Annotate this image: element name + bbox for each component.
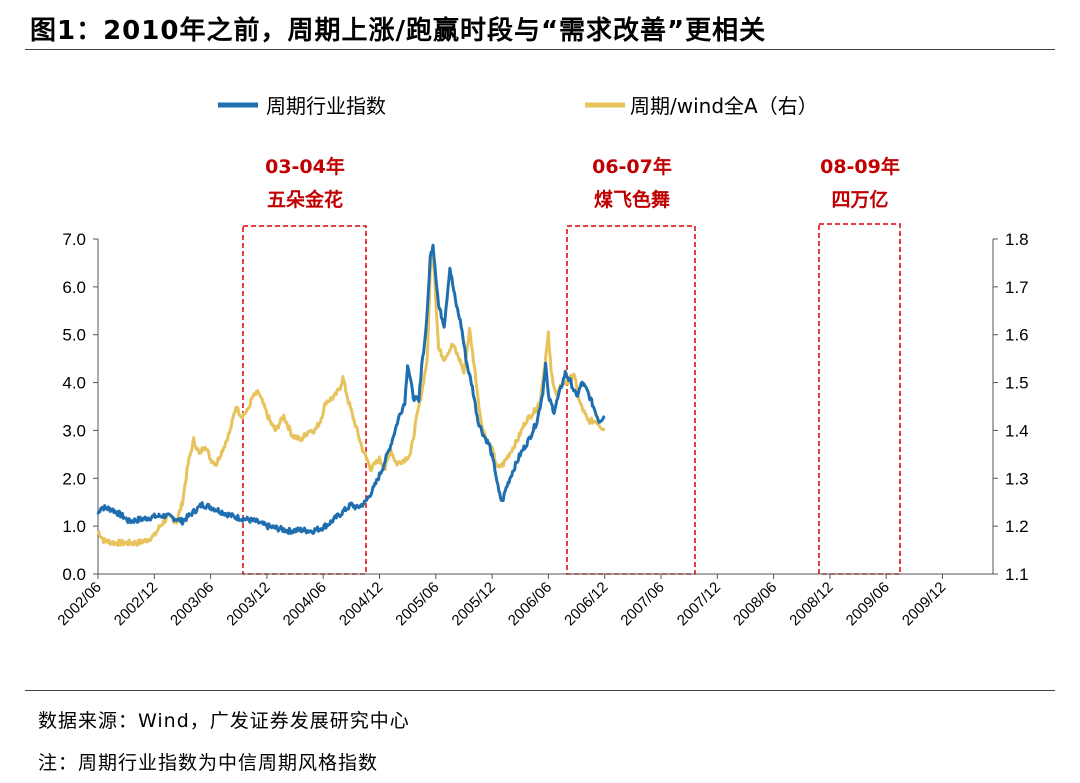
period-range-label-1: 03-04年: [265, 155, 345, 178]
x-tick-label: 2007/12: [674, 579, 724, 629]
left-tick-label: 7.0: [62, 230, 86, 249]
x-tick-label: 2002/06: [54, 579, 104, 629]
x-tick-label: 2005/12: [449, 579, 499, 629]
x-tick-label: 2004/06: [280, 579, 330, 629]
x-tick-label: 2006/12: [561, 579, 611, 629]
footnote: 注：周期行业指数为中信周期风格指数: [38, 752, 379, 774]
right-tick-label: 1.6: [1005, 326, 1029, 345]
left-tick-label: 1.0: [62, 517, 86, 536]
period-event-label-2: 煤飞色舞: [594, 188, 670, 211]
period-event-label-1: 五朵金花: [267, 188, 343, 211]
period-range-label-2: 06-07年: [592, 155, 672, 178]
x-tick-label: 2009/06: [843, 579, 893, 629]
x-tick-label: 2009/12: [899, 579, 949, 629]
right-tick-label: 1.2: [1005, 517, 1029, 536]
top-rule: [25, 49, 1055, 50]
source-note: 数据来源：Wind，广发证券发展研究中心: [38, 710, 410, 732]
left-tick-label: 5.0: [62, 326, 86, 345]
series-line-cyclical-index: [96, 243, 606, 535]
x-tick-label: 2007/06: [617, 579, 667, 629]
axes: 0.0 1.0 2.0 3.0 4.0 5.0 6.0 7.0 1.1 1.2 1.3 1.4 1.5 1…: [54, 230, 1028, 629]
x-tick-label: 2003/12: [223, 579, 273, 629]
left-tick-label: 3.0: [62, 421, 86, 440]
right-tick-label: 1.4: [1005, 421, 1029, 440]
legend-label-series2: 周期/wind全A（右）: [630, 94, 818, 118]
period-event-label-3: 四万亿: [831, 188, 888, 211]
right-tick-label: 1.7: [1005, 278, 1029, 297]
x-tick-label: 2004/12: [336, 579, 386, 629]
right-tick-label: 1.1: [1005, 565, 1029, 584]
x-tick-label: 2008/12: [786, 579, 836, 629]
left-tick-label: 4.0: [62, 374, 86, 393]
highlight-periods: 03-04年 五朵金花 06-07年 煤飞色舞 08-09年 四万亿: [242, 155, 901, 575]
line-chart: 周期行业指数 周期/wind全A（右） 03-04年 五朵金花 06-07年 煤…: [54, 94, 1028, 629]
right-tick-label: 1.3: [1005, 469, 1029, 488]
x-tick-label: 2008/06: [730, 579, 780, 629]
series-line-cyclical-vs-winda: [96, 248, 606, 547]
right-tick-label: 1.8: [1005, 230, 1029, 249]
x-tick-label: 2005/06: [392, 579, 442, 629]
figure-title: 图1：2010年之前，周期上涨/跑赢时段与“需求改善”更相关: [30, 16, 767, 46]
period-box-2006-2007: [566, 225, 696, 575]
x-tick-label: 2002/12: [111, 579, 161, 629]
x-tick-label: 2003/06: [167, 579, 217, 629]
legend-label-series1: 周期行业指数: [266, 94, 386, 118]
period-range-label-3: 08-09年: [820, 155, 900, 178]
bottom-rule: [25, 690, 1055, 691]
legend: 周期行业指数 周期/wind全A（右）: [218, 94, 818, 118]
x-tick-label: 2006/06: [505, 579, 555, 629]
series-layer: [96, 243, 606, 547]
left-tick-label: 2.0: [62, 469, 86, 488]
period-box-2008-2009: [818, 223, 901, 575]
left-tick-label: 6.0: [62, 278, 86, 297]
left-tick-label: 0.0: [62, 565, 86, 584]
right-tick-label: 1.5: [1005, 374, 1029, 393]
